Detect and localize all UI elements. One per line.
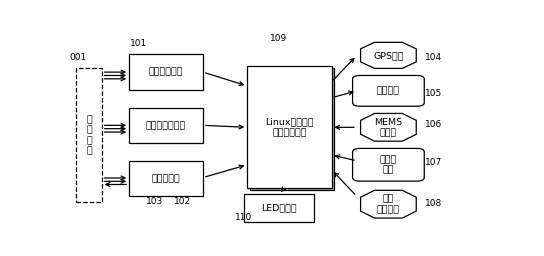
Polygon shape	[361, 42, 416, 68]
Text: 107: 107	[425, 158, 442, 167]
Text: 001: 001	[69, 53, 86, 62]
FancyBboxPatch shape	[129, 108, 203, 143]
Text: 108: 108	[425, 199, 442, 208]
Polygon shape	[361, 190, 416, 218]
FancyBboxPatch shape	[244, 194, 314, 222]
FancyBboxPatch shape	[247, 66, 331, 188]
Text: 106: 106	[425, 120, 442, 129]
Text: 目
标
场
景: 目 标 场 景	[86, 115, 92, 155]
Text: 105: 105	[425, 89, 442, 98]
Text: LED显示屏: LED显示屏	[261, 204, 297, 213]
Text: GPS模块: GPS模块	[373, 51, 404, 60]
Polygon shape	[361, 113, 416, 141]
Text: 101: 101	[131, 39, 147, 48]
FancyBboxPatch shape	[353, 148, 424, 181]
Text: 103: 103	[146, 197, 163, 206]
Text: 109: 109	[270, 34, 288, 42]
Text: 110: 110	[234, 213, 252, 222]
Text: 红外成像传感器: 红外成像传感器	[146, 121, 186, 130]
Text: 102: 102	[174, 197, 191, 206]
FancyBboxPatch shape	[129, 161, 203, 196]
Text: MEMS
微陀螺: MEMS 微陀螺	[374, 118, 403, 137]
FancyBboxPatch shape	[129, 54, 203, 90]
Text: Linux系统嵌入
式信号控制板: Linux系统嵌入 式信号控制板	[265, 118, 313, 137]
FancyBboxPatch shape	[76, 68, 102, 202]
Text: 激光测距仪: 激光测距仪	[152, 174, 181, 183]
Text: 无线
传输模块: 无线 传输模块	[377, 195, 400, 214]
Text: 104: 104	[425, 53, 442, 62]
Text: 可见光摄像机: 可见光摄像机	[149, 68, 183, 77]
Text: 蓝牙模块: 蓝牙模块	[377, 86, 400, 95]
FancyBboxPatch shape	[250, 68, 335, 190]
FancyBboxPatch shape	[353, 76, 424, 106]
Text: 磁罗盘
模块: 磁罗盘 模块	[380, 155, 397, 174]
